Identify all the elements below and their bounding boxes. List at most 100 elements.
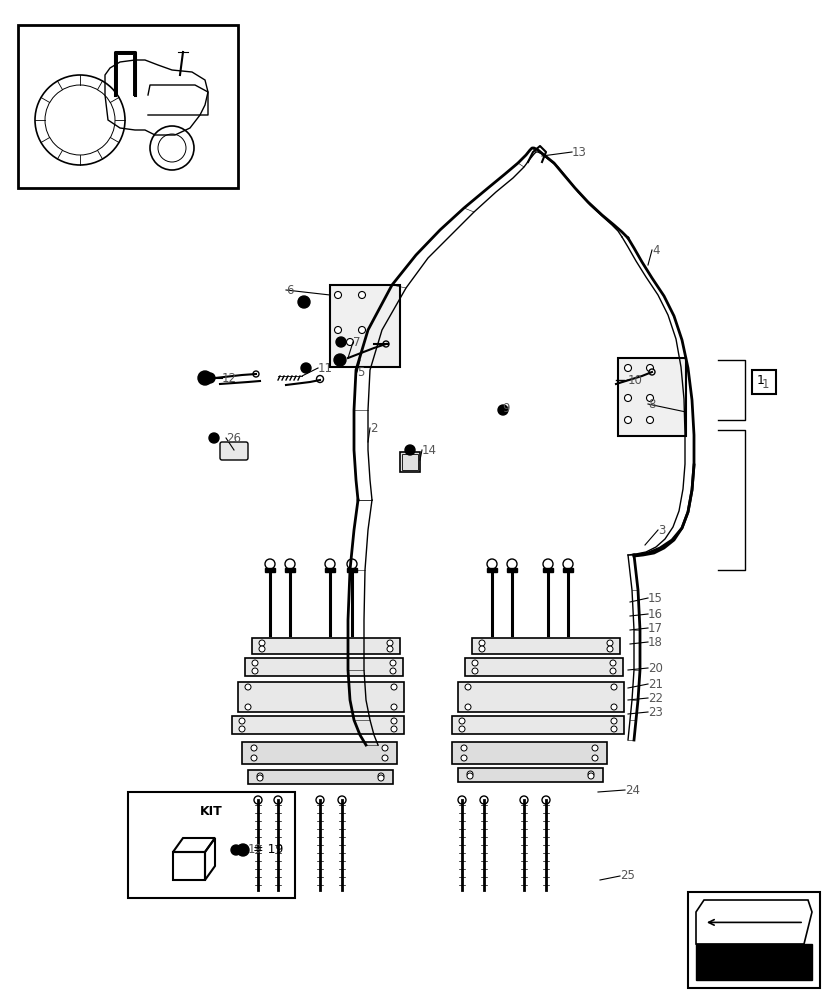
Text: 8: 8 <box>648 397 655 410</box>
Text: 16: 16 <box>648 607 662 620</box>
Circle shape <box>610 704 616 710</box>
Bar <box>237 682 404 712</box>
Circle shape <box>254 796 261 804</box>
Circle shape <box>259 646 265 652</box>
Bar <box>465 658 622 676</box>
Bar <box>241 742 396 764</box>
Text: 3: 3 <box>657 524 665 536</box>
Circle shape <box>237 844 249 856</box>
Text: 12: 12 <box>222 371 237 384</box>
Circle shape <box>587 771 593 777</box>
Circle shape <box>606 646 612 652</box>
Circle shape <box>465 704 471 710</box>
Circle shape <box>386 646 393 652</box>
Circle shape <box>466 771 472 777</box>
Circle shape <box>610 718 616 724</box>
Circle shape <box>519 796 528 804</box>
Circle shape <box>358 292 365 298</box>
Circle shape <box>466 773 472 779</box>
Circle shape <box>461 755 466 761</box>
Bar <box>232 716 404 734</box>
Circle shape <box>316 375 323 382</box>
Bar <box>128 792 294 898</box>
Circle shape <box>646 416 653 424</box>
Text: 24: 24 <box>624 784 639 796</box>
Text: 18: 18 <box>648 636 662 648</box>
Circle shape <box>457 796 466 804</box>
Circle shape <box>198 371 212 385</box>
Circle shape <box>251 668 258 674</box>
Text: 6: 6 <box>285 284 293 296</box>
Bar <box>452 742 606 764</box>
Circle shape <box>337 796 346 804</box>
Circle shape <box>346 338 353 346</box>
Circle shape <box>591 745 597 751</box>
Text: 23: 23 <box>648 706 662 718</box>
Text: 1: 1 <box>761 377 768 390</box>
Bar <box>687 892 819 988</box>
Circle shape <box>259 640 265 646</box>
Circle shape <box>239 718 245 724</box>
Circle shape <box>381 755 388 761</box>
Circle shape <box>274 796 282 804</box>
Text: 19: 19 <box>248 843 263 856</box>
Bar <box>265 568 275 572</box>
Text: 11: 11 <box>318 361 332 374</box>
Circle shape <box>231 845 241 855</box>
Circle shape <box>358 326 365 334</box>
Circle shape <box>471 668 477 674</box>
Text: 2: 2 <box>370 422 377 434</box>
Circle shape <box>333 354 346 366</box>
Circle shape <box>479 640 485 646</box>
Circle shape <box>256 773 263 779</box>
Circle shape <box>404 445 414 455</box>
Text: 17: 17 <box>648 621 662 634</box>
Bar <box>506 568 516 572</box>
Circle shape <box>390 668 395 674</box>
Circle shape <box>497 405 508 415</box>
Circle shape <box>587 773 593 779</box>
Circle shape <box>334 292 341 298</box>
Circle shape <box>624 364 631 371</box>
Circle shape <box>390 660 395 666</box>
Circle shape <box>471 660 477 666</box>
Circle shape <box>646 364 653 371</box>
Circle shape <box>256 775 263 781</box>
Bar <box>562 568 572 572</box>
Circle shape <box>245 684 251 690</box>
Polygon shape <box>696 944 811 980</box>
Circle shape <box>458 718 465 724</box>
Text: 9: 9 <box>501 401 509 414</box>
Circle shape <box>245 704 251 710</box>
Circle shape <box>208 433 218 443</box>
Text: 13: 13 <box>571 146 586 159</box>
Circle shape <box>251 745 256 751</box>
Circle shape <box>334 326 341 334</box>
Text: 20: 20 <box>648 662 662 674</box>
Circle shape <box>390 718 396 724</box>
Circle shape <box>610 684 616 690</box>
Text: 4: 4 <box>651 243 658 256</box>
Polygon shape <box>696 900 811 944</box>
Text: 1: 1 <box>756 373 764 386</box>
Text: KIT: KIT <box>199 805 222 818</box>
Circle shape <box>606 640 612 646</box>
Text: 14: 14 <box>422 444 437 456</box>
Text: 26: 26 <box>226 432 241 444</box>
Circle shape <box>253 371 259 377</box>
Circle shape <box>386 640 393 646</box>
Circle shape <box>624 416 631 424</box>
Text: 15: 15 <box>648 591 662 604</box>
Circle shape <box>205 373 215 383</box>
Circle shape <box>542 796 549 804</box>
Circle shape <box>251 755 256 761</box>
Circle shape <box>646 394 653 401</box>
Circle shape <box>609 668 615 674</box>
Circle shape <box>383 341 389 347</box>
Circle shape <box>648 369 654 375</box>
Circle shape <box>390 726 396 732</box>
Circle shape <box>336 337 346 347</box>
Text: 7: 7 <box>352 336 360 349</box>
Circle shape <box>378 775 384 781</box>
Bar <box>486 568 496 572</box>
